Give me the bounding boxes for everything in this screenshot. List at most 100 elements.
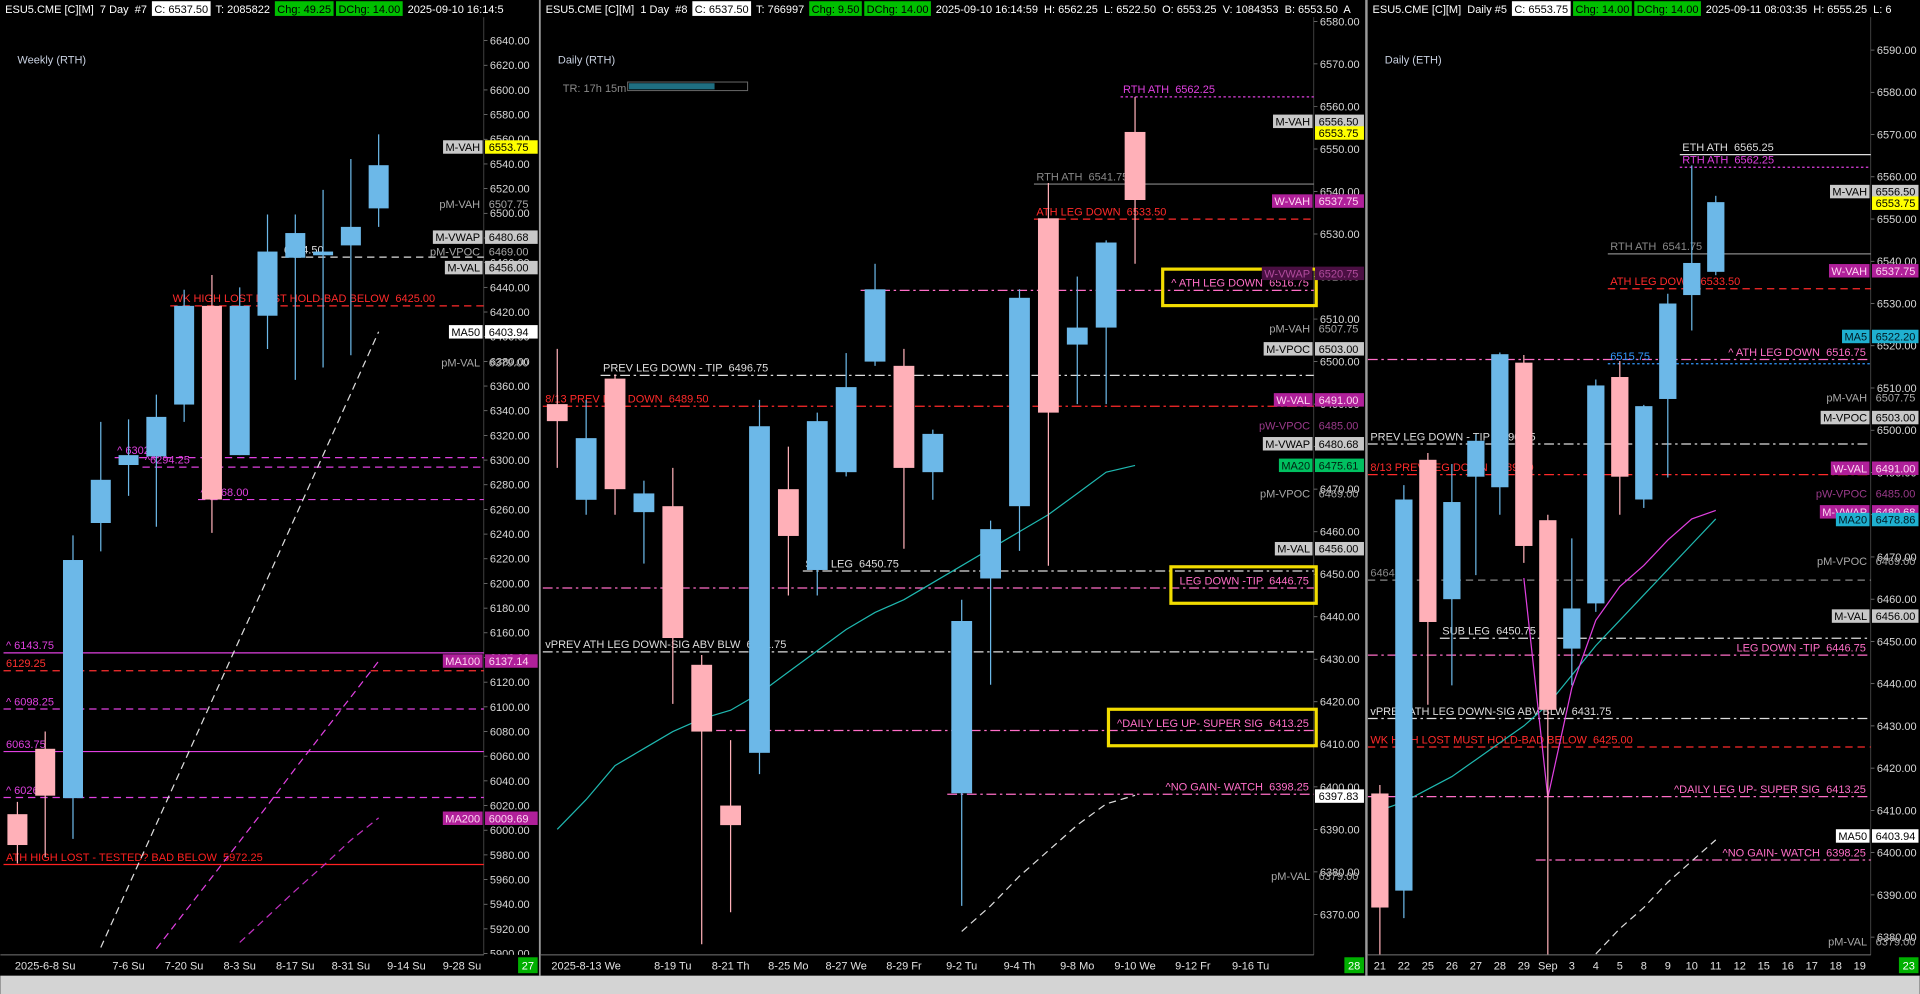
- price-badge-value: 6503.00: [1319, 344, 1359, 356]
- level-label: SUB LEG 6450.75: [1442, 626, 1536, 638]
- tag-badge-label: W-VAH: [1274, 196, 1310, 208]
- candle-body: [720, 805, 741, 826]
- date-label: 18: [1830, 961, 1842, 973]
- y-tick-label: 6590.00: [1877, 45, 1917, 57]
- level-label: ^DAILY LEG UP- SUPER SIG 6413.25: [1117, 718, 1309, 730]
- price-badge-value: 6137.14: [489, 656, 529, 668]
- y-tick-label: 6500.00: [490, 208, 530, 220]
- y-tick-label: 6600.00: [490, 85, 530, 97]
- candle-body: [90, 479, 111, 523]
- candle-body: [1419, 459, 1437, 622]
- candle-body: [1371, 793, 1389, 908]
- level-label: ^ ATH LEG DOWN 6516.75: [1728, 347, 1866, 359]
- corner-badge: [518, 957, 538, 974]
- tag-badge-label: M-VAL: [1834, 611, 1867, 623]
- date-label: 10: [1686, 961, 1698, 973]
- header-text: T: 766997: [756, 4, 804, 16]
- highlight-box: [1161, 267, 1318, 308]
- level-label: ^NO GAIN- WATCH 6398.25: [1166, 782, 1309, 794]
- level-label: 6129.25: [6, 658, 46, 670]
- y-tick-label: 6020.00: [490, 800, 530, 812]
- price-badge-value: 6403.94: [489, 327, 529, 339]
- y-tick-label: 6470.00: [1320, 484, 1360, 496]
- level-label: ETH ATH 6565.25: [1682, 142, 1774, 154]
- candle-body: [118, 455, 139, 466]
- y-tick-label: 6410.00: [1320, 739, 1360, 751]
- y-tick-label: 6080.00: [490, 726, 530, 738]
- y-tick-label: 6380.00: [1877, 932, 1917, 944]
- date-label: 9-12 Fr: [1175, 961, 1211, 973]
- candle-body: [1539, 520, 1557, 710]
- price-badge: [485, 325, 538, 339]
- tag-badge-label: pM-VAH: [439, 199, 480, 211]
- chart-panel: ESU5.CME [C][M] 1 Day #8 C: 6537.50 T: 766…: [540, 1, 1366, 976]
- candle-body: [146, 416, 167, 457]
- chart-panel: ESU5.CME [C][M] 7 Day #7 C: 6537.50 T: 208…: [0, 1, 539, 976]
- candle-body: [1491, 354, 1509, 488]
- candle-body: [806, 421, 828, 570]
- date-label: 4: [1593, 961, 1599, 973]
- header-text: Chg: 9.50: [812, 4, 860, 16]
- y-tick-label: 6450.00: [1877, 636, 1917, 648]
- date-label: Sep: [1538, 961, 1558, 973]
- y-tick-label: 6620.00: [490, 60, 530, 72]
- y-tick-label: 6550.00: [1877, 214, 1917, 226]
- tag-badge: [1828, 264, 1870, 278]
- date-label: 9-16 Tu: [1232, 961, 1269, 973]
- candle-body: [749, 426, 770, 753]
- date-label: 21: [1374, 961, 1386, 973]
- overlay-line: [239, 817, 380, 943]
- level-label: ^ 6143.75: [6, 640, 54, 652]
- date-label: 9-2 Tu: [946, 961, 977, 973]
- y-tick-label: 6470.00: [1877, 552, 1917, 564]
- tag-badge-label: M-VAH: [445, 142, 480, 154]
- header-text: DChg: 14.00: [867, 4, 929, 16]
- level-label: WK HIGH LOST MUST HOLD-BAD BELOW 6425.00: [173, 293, 435, 305]
- timer-fill: [628, 83, 715, 90]
- date-label: 9-10 We: [1114, 961, 1155, 973]
- candle-body: [1683, 262, 1701, 296]
- date-label: 7-6 Su: [112, 961, 144, 973]
- price-badge: [1315, 393, 1364, 407]
- price-badge-value: 6491.00: [1319, 395, 1359, 407]
- level-label: ATH LEG DOWN 6533.50: [1036, 206, 1166, 218]
- level-label: ATH HIGH LOST - TESTED? BAD BELOW 5972.2…: [6, 852, 263, 864]
- tag-badge-label: pM-VAH: [1269, 324, 1310, 336]
- y-tick-label: 6460.00: [1320, 527, 1360, 539]
- candle-body: [1515, 362, 1533, 546]
- panel-divider: [1365, 0, 1368, 976]
- date-label: 16: [1782, 961, 1794, 973]
- price-badge-value: 6379.00: [1876, 936, 1916, 948]
- tag-badge: [442, 811, 483, 825]
- timer-label: TR: 17h 15m: [563, 83, 627, 95]
- price-badge-value: 6507.75: [489, 199, 529, 211]
- price-badge: [485, 654, 538, 668]
- tag-badge: [448, 325, 483, 339]
- price-badge-value: 6537.75: [1876, 266, 1916, 278]
- date-label: 17: [1806, 961, 1818, 973]
- y-tick-label: 6570.00: [1320, 59, 1360, 71]
- corner-badge: [1898, 957, 1919, 974]
- tag-badge-label: MA100: [445, 656, 480, 668]
- y-tick-label: 6380.00: [490, 356, 530, 368]
- tag-badge-label: W-VWAP: [1264, 268, 1310, 280]
- candle-body: [893, 365, 915, 468]
- date-label: 8-19 Tu: [654, 961, 691, 973]
- candle-body: [864, 289, 886, 362]
- candle-body: [285, 233, 306, 258]
- date-axis: [540, 954, 1366, 976]
- timer-bar: [627, 81, 749, 92]
- candle-body: [1066, 327, 1088, 345]
- candle-body: [1587, 385, 1605, 604]
- tag-badge-label: pM-VAH: [1826, 393, 1867, 405]
- corner-label: 27: [522, 961, 534, 973]
- price-badge-value: 6480.68: [489, 232, 529, 244]
- candle-body: [922, 433, 944, 473]
- candle-body: [1635, 406, 1653, 500]
- candle-body: [691, 664, 713, 732]
- header-text: DChg: 14.00: [1637, 4, 1699, 16]
- y-tick-label: 6120.00: [490, 677, 530, 689]
- price-badge-value: 6469.00: [1319, 488, 1359, 500]
- header-badge: [336, 1, 403, 16]
